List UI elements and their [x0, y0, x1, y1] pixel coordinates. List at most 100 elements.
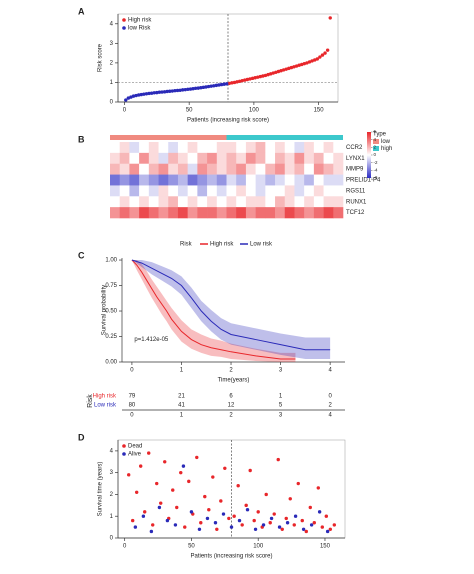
point — [217, 83, 221, 87]
heat-cell — [148, 207, 159, 219]
legend-label: high — [381, 146, 392, 152]
heat-cell — [313, 152, 324, 165]
y-axis-label: Survival time (years) — [98, 462, 104, 517]
point — [126, 96, 131, 100]
point — [284, 67, 288, 71]
y-tick-label: 1 — [110, 80, 114, 86]
point — [245, 77, 250, 82]
heat-cell — [168, 185, 179, 197]
point — [232, 80, 237, 85]
point — [277, 525, 282, 529]
point — [243, 78, 247, 82]
heat-cell — [323, 196, 334, 208]
heat-cell — [265, 196, 276, 208]
risk-table-tick: 1 — [180, 413, 184, 419]
point — [223, 466, 227, 471]
heat-cell — [129, 174, 140, 186]
heat-cell — [207, 196, 218, 208]
heat-cell — [148, 185, 159, 197]
heat-cell — [187, 163, 198, 175]
heat-cell — [119, 152, 130, 165]
heat-cell — [304, 185, 315, 197]
point — [328, 16, 332, 20]
heat-cell — [265, 163, 276, 175]
risk-count: 12 — [228, 403, 235, 409]
heat-cell — [236, 196, 247, 208]
y-tick-label: 2 — [110, 492, 114, 498]
point — [320, 53, 325, 57]
colorbar-label: 0 — [374, 152, 377, 157]
point — [221, 512, 226, 516]
heat-cell — [110, 163, 121, 175]
point — [193, 86, 198, 91]
heat-cell — [110, 196, 121, 208]
point — [130, 518, 135, 523]
point — [147, 451, 151, 455]
risk-count: 2 — [328, 403, 332, 409]
heat-cell — [177, 174, 188, 186]
y-tick-label: 1 — [110, 514, 114, 520]
point — [152, 91, 156, 95]
heat-cell — [187, 207, 198, 219]
heat-cell — [245, 163, 256, 175]
point — [293, 514, 298, 518]
p-value: p=1.412e-05 — [134, 337, 169, 343]
point — [317, 510, 322, 514]
heat-cell — [139, 142, 150, 154]
point — [124, 98, 128, 102]
point — [206, 84, 211, 89]
y-tick-label: 3 — [110, 470, 114, 476]
point — [276, 457, 280, 462]
risk-count: 1 — [279, 394, 283, 400]
heat-cell — [245, 207, 256, 219]
y-tick-label: 0 — [110, 536, 114, 542]
heat-cell — [148, 196, 159, 208]
heat-cell — [313, 207, 324, 219]
row-label: RUNX1 — [346, 199, 367, 205]
point — [316, 486, 320, 490]
heat-cell — [177, 152, 188, 165]
heat-cell — [168, 174, 179, 186]
point — [195, 455, 199, 460]
heat-cell — [207, 185, 218, 197]
point — [229, 525, 234, 529]
heat-cell — [294, 163, 305, 175]
point — [300, 518, 304, 523]
risk-table-tick: 4 — [328, 413, 332, 419]
point — [310, 59, 314, 63]
point — [171, 488, 175, 492]
legend-label: High risk — [128, 18, 152, 24]
row-label: LYNX1 — [346, 156, 365, 162]
y-tick-label: 0.50 — [105, 309, 117, 315]
heat-cell — [197, 207, 208, 219]
x-axis-label: Time(years) — [218, 378, 250, 384]
panel-label: D — [78, 432, 85, 442]
heat-cell — [265, 174, 276, 186]
point — [196, 86, 200, 90]
legend-label: High risk — [210, 242, 234, 248]
point — [170, 89, 175, 93]
heat-cell — [304, 207, 315, 219]
heat-cell — [129, 142, 140, 154]
legend-marker — [122, 26, 126, 30]
heat-cell — [304, 163, 315, 175]
heat-cell — [139, 185, 150, 197]
heat-cell — [187, 185, 198, 197]
point — [215, 527, 219, 531]
point — [263, 73, 268, 78]
point — [261, 523, 266, 527]
point — [227, 81, 231, 86]
point — [175, 88, 180, 93]
y-tick-label: 2 — [110, 60, 114, 66]
heat-cell — [284, 196, 295, 208]
point — [219, 499, 223, 503]
risk-table-tick: 3 — [279, 413, 283, 419]
point — [168, 89, 172, 93]
point — [325, 48, 330, 52]
point — [292, 523, 296, 527]
heat-cell — [110, 207, 121, 219]
heat-cell — [226, 185, 237, 197]
point — [307, 60, 312, 64]
heat-cell — [226, 142, 237, 154]
y-tick-label: 4 — [110, 448, 114, 454]
